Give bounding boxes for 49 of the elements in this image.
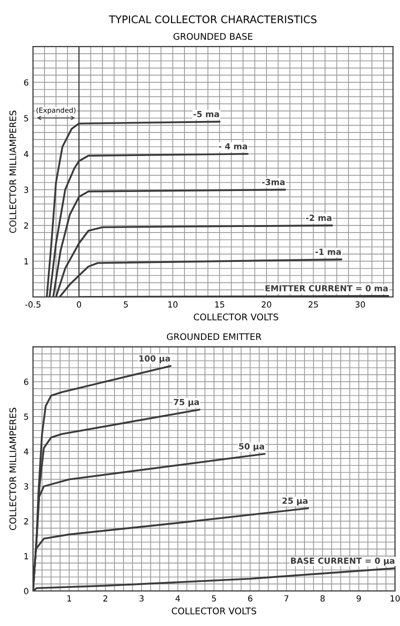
x-tick-label: 25 (308, 301, 318, 308)
series-label: BASE CURRENT = 0 μa (291, 558, 394, 566)
y-tick-label: 2 (24, 518, 28, 524)
y-tick-label: 3 (24, 483, 28, 490)
x-tick-label: 15 (215, 301, 224, 308)
y-tick-label: 5 (24, 414, 28, 420)
y-tick-label: 5 (24, 115, 28, 122)
x-tick-label: 4 (176, 595, 180, 602)
x-tick-label: 6 (248, 595, 252, 602)
y-tick-label: 6 (24, 378, 28, 385)
series-label: 50 μa (239, 443, 264, 452)
y-tick-label: 3 (24, 186, 28, 193)
series-label: 100 μa (139, 355, 170, 364)
y-axis-title: COLLECTOR MILLIAMPERES (9, 408, 16, 530)
series-label: - 4 ma (218, 143, 248, 150)
y-tick-label: 1 (24, 258, 28, 264)
x-tick-label: 10 (390, 595, 400, 602)
series-label: 25 μa (282, 498, 308, 506)
y-tick-label: 0 (24, 588, 28, 594)
x-tick-label: 2 (103, 595, 108, 602)
x-tick-label: 7 (284, 595, 288, 602)
y-tick-label: 1 (24, 553, 28, 560)
chart-title: TYPICAL COLLECTOR CHARACTERISTICS (108, 15, 316, 24)
y-axis-title: COLLECTOR MILLIAMPERES (9, 110, 16, 233)
series-label: -1 ma (315, 248, 341, 255)
series-label: 75 μa (174, 398, 199, 407)
x-tick-label: 30 (356, 301, 365, 308)
series-label: -3ma (262, 178, 285, 186)
y-tick-label: 4 (24, 150, 28, 158)
x-tick-label: 10 (168, 301, 178, 308)
y-tick-label: 4 (24, 448, 28, 455)
x-tick-label: 8 (320, 595, 325, 602)
series-label: -2 ma (306, 214, 332, 221)
y-tick-label: 2 (24, 222, 28, 229)
x-tick-label: 5 (124, 301, 128, 308)
x-tick-label: 20 (262, 301, 272, 308)
chart-title: GROUNDED EMITTER (166, 333, 262, 340)
series-label: EMITTER CURRENT = 0 ma (266, 285, 388, 292)
x-tick-label: 3 (140, 595, 144, 602)
x-tick-label: 5 (212, 595, 216, 602)
x-axis-title: COLLECTOR VOLTS (194, 314, 278, 320)
x-tick-label: 0 (76, 301, 82, 308)
x-axis-title: COLLECTOR VOLTS (172, 608, 256, 614)
series-label: -5 ma (194, 111, 219, 118)
y-tick-label: 6 (24, 79, 28, 86)
x-tick-label: -0.5 (25, 301, 40, 308)
x-tick-label: 1 (67, 595, 72, 602)
x-tick-label: 9 (356, 595, 361, 602)
chart-subtitle: GROUNDED BASE (174, 32, 252, 40)
